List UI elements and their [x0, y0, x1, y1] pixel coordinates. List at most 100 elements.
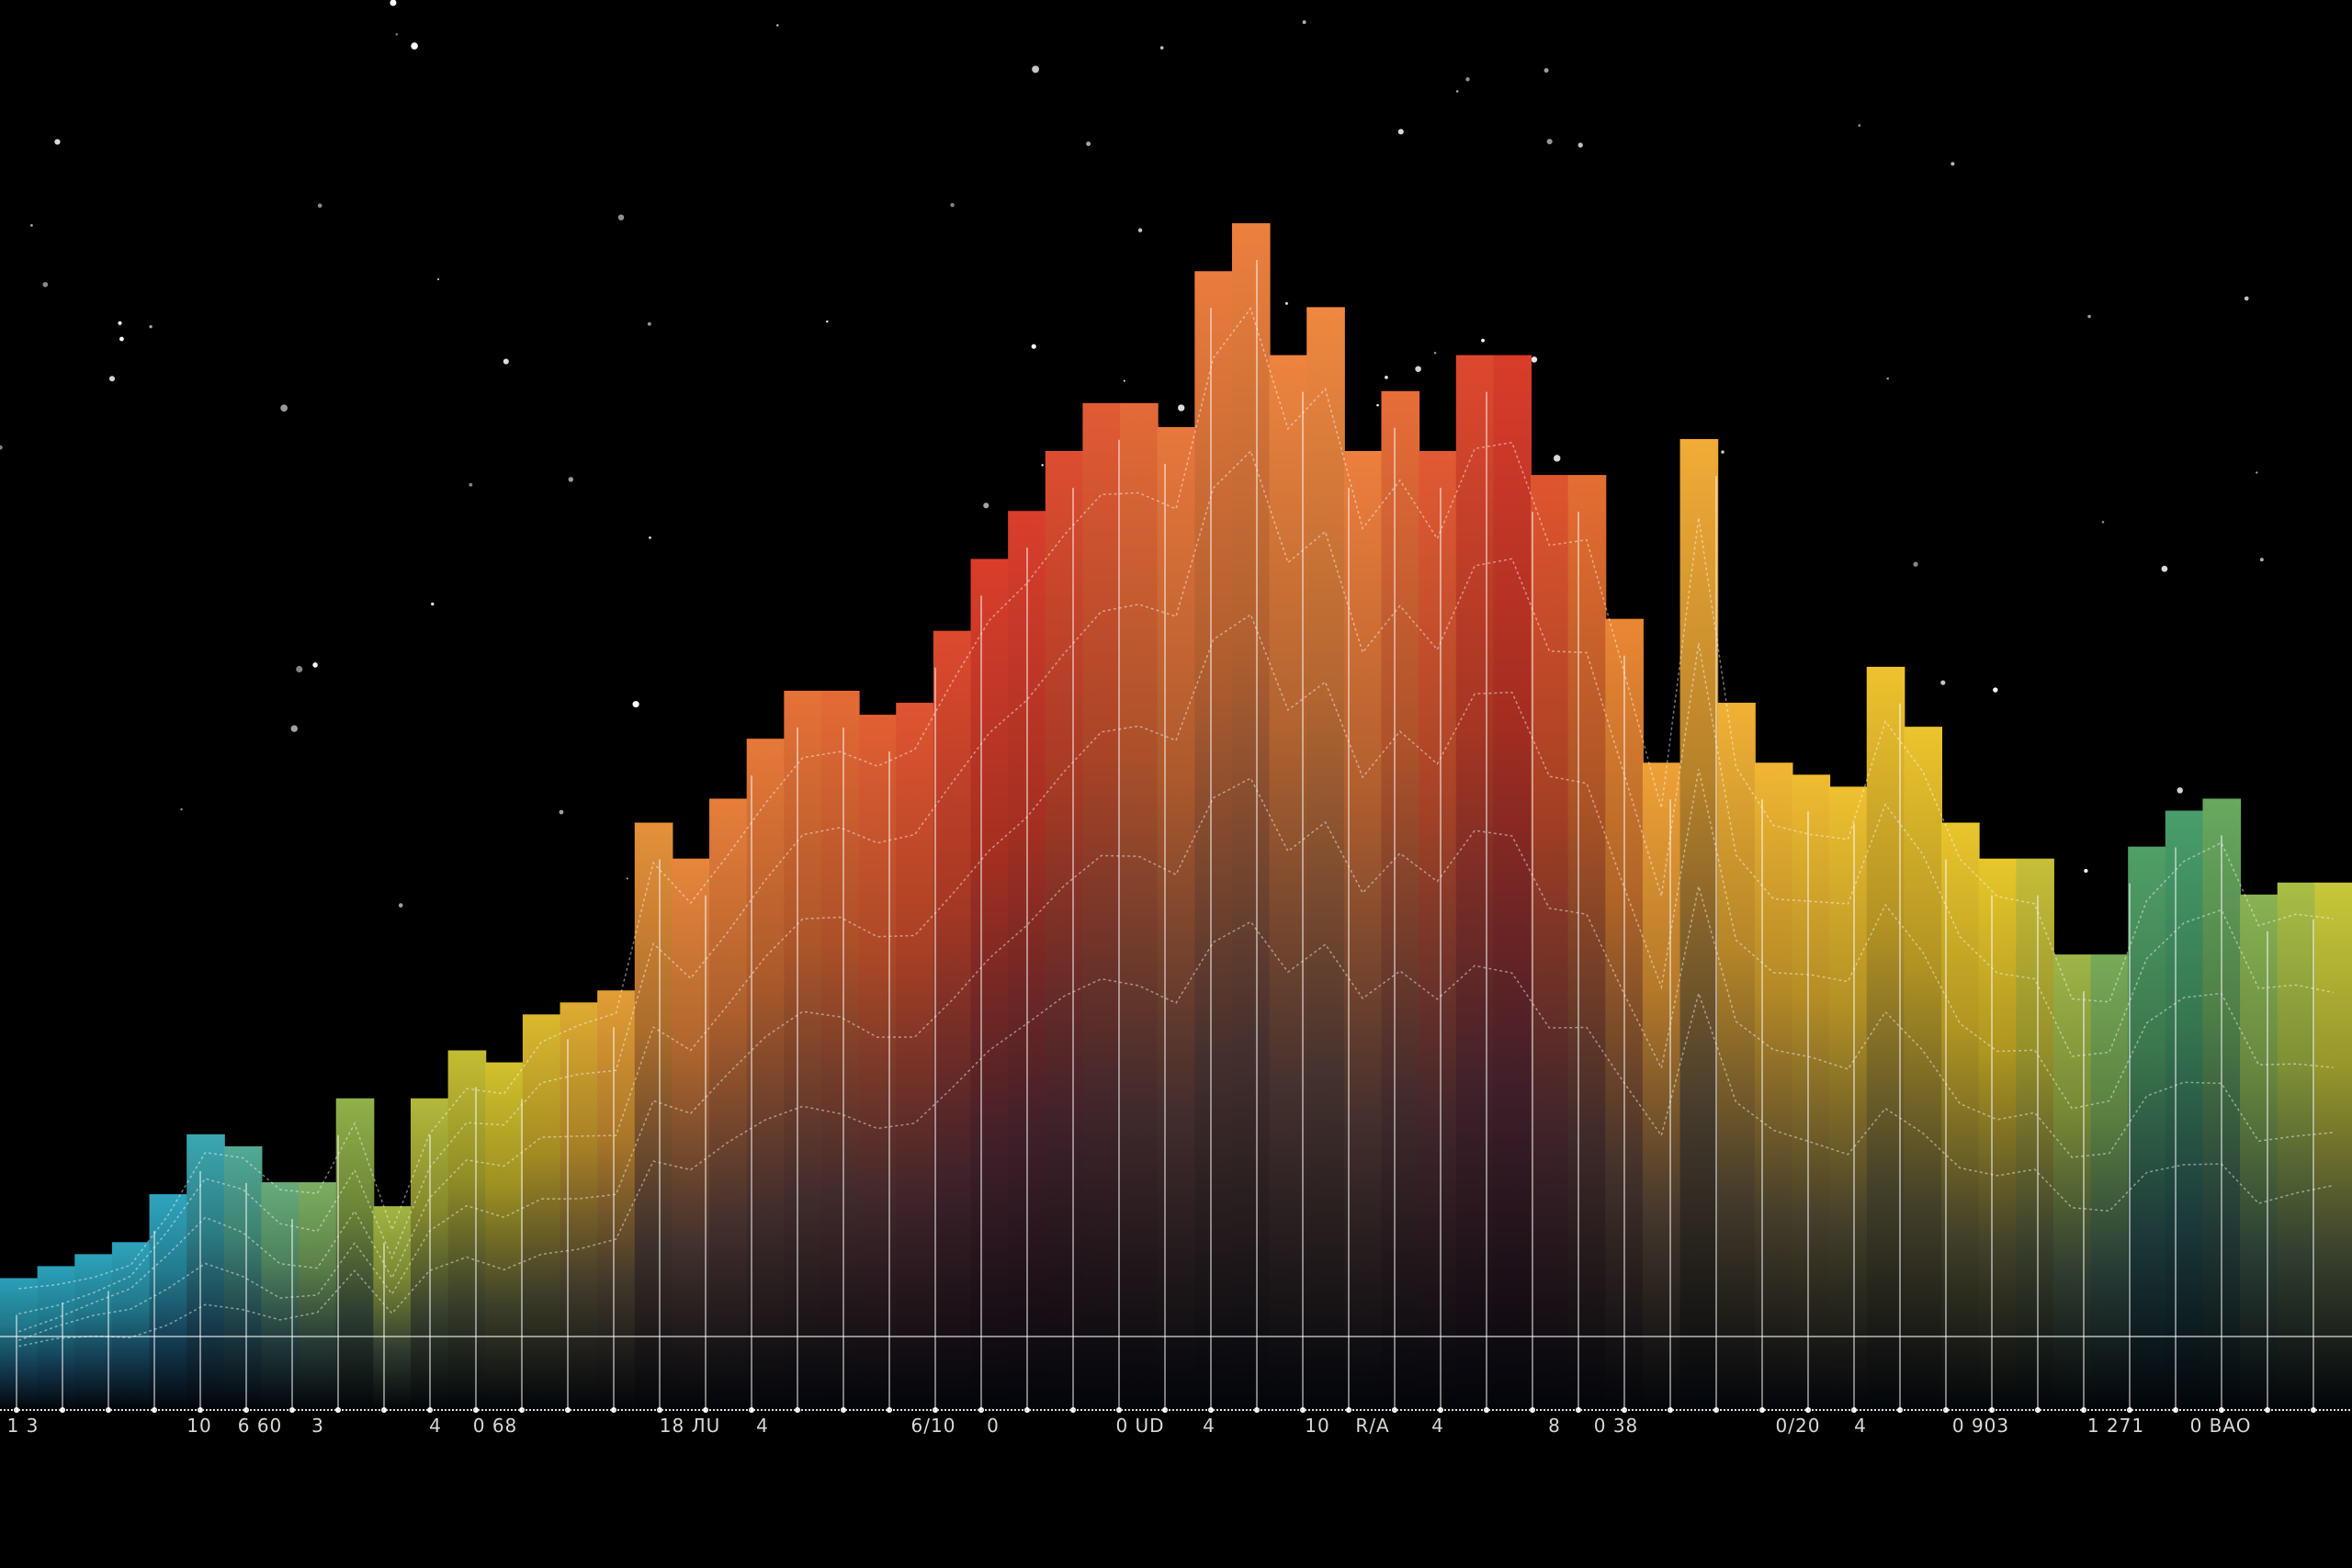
x-tick-label: 18 ЛU — [659, 1415, 721, 1437]
bar — [485, 1062, 524, 1410]
bar — [373, 1206, 412, 1410]
bar — [560, 1002, 599, 1410]
star-dot — [1397, 129, 1404, 135]
bar — [1717, 703, 1756, 1410]
bar — [1866, 666, 1905, 1410]
star-dot — [296, 665, 303, 673]
x-tick-label: 0 BAO — [2189, 1415, 2252, 1437]
star-dot — [1385, 375, 1388, 379]
star-dot — [1993, 687, 1998, 693]
star-dot — [2244, 296, 2249, 301]
star-dot — [436, 277, 440, 281]
x-tick-label: 8 — [1548, 1415, 1561, 1437]
star-dot — [632, 701, 639, 708]
x-tick-label: 4 — [1203, 1415, 1216, 1437]
star-dot — [1554, 455, 1561, 462]
bar — [784, 691, 822, 1410]
bar — [0, 1278, 39, 1410]
bars — [0, 223, 2352, 1411]
star-dot — [1086, 141, 1091, 147]
bar — [1531, 475, 1569, 1410]
star-dot — [649, 536, 651, 539]
star-dot — [983, 502, 989, 509]
star-dot — [1913, 561, 1918, 567]
star-dot — [431, 602, 435, 606]
star-dot — [503, 358, 509, 365]
bar — [2016, 858, 2054, 1410]
vertical-gridlines — [16, 260, 2314, 1410]
bar — [2165, 810, 2204, 1410]
star-dot — [1159, 46, 1164, 50]
star-dot — [1032, 65, 1039, 73]
bar — [149, 1194, 188, 1410]
x-tick-label: 3 — [311, 1415, 324, 1437]
star-dot — [1531, 356, 1538, 363]
star-dot — [1465, 77, 1470, 82]
star-dot — [1886, 377, 1889, 380]
star-dot — [42, 281, 49, 288]
bar — [1455, 355, 1495, 1411]
star-dot — [1284, 301, 1288, 305]
star-dot — [398, 903, 403, 908]
bar — [1904, 727, 1943, 1410]
star-dot — [390, 0, 397, 6]
x-tick-label: 1 271 — [2086, 1415, 2145, 1437]
star-dot — [1031, 344, 1036, 349]
bar — [37, 1266, 76, 1410]
bar — [1045, 451, 1084, 1410]
bar — [2128, 846, 2166, 1410]
x-tick-label: 0 UD — [1115, 1415, 1165, 1437]
star-dot — [1123, 379, 1125, 382]
star-dot — [1721, 450, 1724, 454]
bar — [522, 1014, 561, 1410]
bar — [597, 990, 636, 1410]
bar — [335, 1098, 375, 1410]
bar — [1343, 451, 1383, 1410]
star-dot — [469, 482, 473, 487]
star-dot — [617, 214, 625, 220]
star-dot — [317, 203, 322, 209]
bar — [2052, 954, 2092, 1410]
x-tick-label: 0 903 — [1951, 1415, 2010, 1437]
x-tick-label: 10 — [187, 1415, 212, 1437]
bar — [1419, 451, 1457, 1410]
x-tick-label: 6/10 — [910, 1415, 956, 1437]
star-dot — [1951, 162, 1955, 166]
bar — [299, 1182, 337, 1410]
bar — [2090, 954, 2130, 1410]
x-tick-label: 4 — [756, 1415, 769, 1437]
star-dot — [0, 445, 3, 450]
bar — [1679, 438, 1719, 1411]
bar — [2277, 882, 2316, 1410]
star-dot — [826, 320, 829, 323]
bar — [746, 739, 786, 1410]
star-dot — [54, 139, 61, 145]
bar — [2314, 882, 2352, 1410]
star-dot — [118, 321, 122, 325]
star-dot — [30, 223, 33, 227]
star-dot — [1940, 680, 1946, 685]
x-tick-label: 6 60 — [237, 1415, 283, 1437]
x-tick-label: 4 — [1854, 1415, 1867, 1437]
wave-line — [18, 449, 2334, 1315]
star-dot — [1577, 142, 1583, 148]
star-dot — [1137, 228, 1143, 232]
x-tick-label: 4 — [1431, 1415, 1444, 1437]
bar — [1381, 390, 1420, 1410]
bar — [1978, 858, 2018, 1410]
bar — [970, 558, 1010, 1410]
x-tick-label: 4 — [429, 1415, 442, 1437]
bar — [634, 822, 673, 1410]
bar — [74, 1254, 113, 1410]
star-dot — [280, 404, 288, 412]
star-dot — [119, 336, 124, 342]
bar — [261, 1182, 300, 1410]
wave-lines — [18, 307, 2334, 1348]
star-dot — [290, 725, 298, 732]
star-dot — [647, 321, 651, 326]
x-tick-label: 0 38 — [1593, 1415, 1639, 1437]
star-dot — [2101, 521, 2105, 524]
bar — [709, 798, 748, 1410]
star-dot — [180, 807, 183, 811]
